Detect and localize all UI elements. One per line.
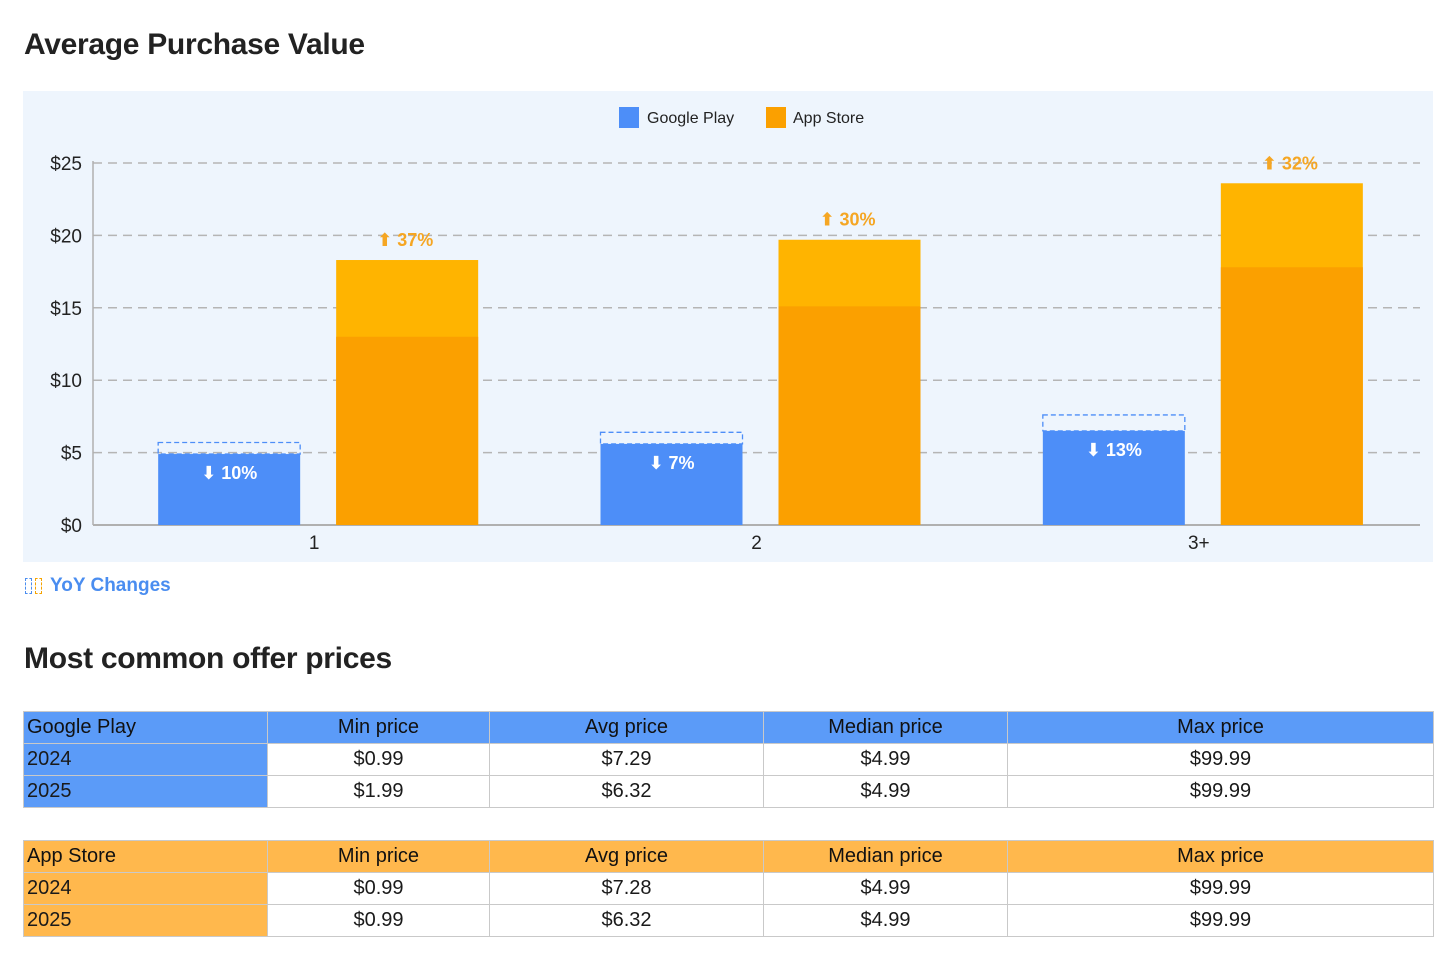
legend-swatch-app-store [766,107,786,128]
table-header-avg: Avg price [489,840,764,873]
cell-median: $4.99 [763,904,1008,937]
google-play-price-table: Google Play Min price Avg price Median p… [23,711,1434,808]
table-header-store: App Store [23,840,268,873]
cell-max: $99.99 [1007,872,1434,905]
yoy-dashed-bars-icon [24,576,44,596]
cell-avg: $6.32 [489,775,764,808]
y-tick-label: $20 [50,226,82,247]
legend-label-app-store: App Store [793,110,864,127]
row-year: 2024 [23,743,268,776]
y-tick-label: $10 [50,371,82,392]
table-header-min: Min price [267,840,490,873]
cell-min: $0.99 [267,872,490,905]
yoy-legend: YoY Changes [24,574,171,598]
row-year: 2025 [23,904,268,937]
cell-median: $4.99 [763,872,1008,905]
cell-max: $99.99 [1007,904,1434,937]
table-header-store: Google Play [23,711,268,744]
row-year: 2024 [23,872,268,905]
table-header-median: Median price [763,840,1008,873]
google-play-prev-bar [599,431,744,445]
legend-label-google-play: Google Play [647,110,734,127]
y-tick-label: $5 [61,444,82,465]
x-tick-label: 3+ [1188,533,1210,554]
app-store-yoy-label: ⬆ 37% [377,230,433,250]
google-play-yoy-label: ⬇ 7% [648,453,694,473]
y-tick-label: $15 [50,299,82,320]
app-store-prev-bar [778,306,921,525]
app-store-prev-bar [336,336,479,525]
cell-avg: $7.28 [489,872,764,905]
chart-title: Average Purchase Value [24,28,365,61]
table-header-row: App Store Min price Avg price Median pri… [23,840,1434,873]
google-play-yoy-label: ⬇ 10% [201,463,257,483]
cell-avg: $6.32 [489,904,764,937]
cell-min: $1.99 [267,775,490,808]
cell-min: $0.99 [267,743,490,776]
google-play-bar [600,443,743,525]
google-play-bar [1042,430,1185,525]
table-row: 2025 $1.99 $6.32 $4.99 $99.99 [23,775,1434,808]
bar-chart: $0 $5 $10 $15 $20 $25 ⬇ 10% ⬆ 37% 1 ⬇ 7% ⬆ 30% 2 ⬇ 1… [23,91,1433,562]
table-header-row: Google Play Min price Avg price Median p… [23,711,1434,744]
y-tick-label: $0 [61,516,82,537]
app-store-prev-bar [1220,267,1363,525]
app-store-yoy-label: ⬆ 30% [819,210,875,230]
row-year: 2025 [23,775,268,808]
cell-avg: $7.29 [489,743,764,776]
cell-max: $99.99 [1007,775,1434,808]
table-header-min: Min price [267,711,490,744]
table-header-avg: Avg price [489,711,764,744]
yoy-label: YoY Changes [50,575,171,596]
cell-min: $0.99 [267,904,490,937]
google-play-bar [158,454,301,525]
x-tick-label: 1 [309,533,320,554]
table-row: 2024 $0.99 $7.29 $4.99 $99.99 [23,743,1434,776]
x-tick-label: 2 [751,533,762,554]
table-row: 2024 $0.99 $7.28 $4.99 $99.99 [23,872,1434,905]
chart-svg: $0 $5 $10 $15 $20 $25 ⬇ 10% ⬆ 37% 1 ⬇ 7% ⬆ 30% 2 ⬇ 1… [50,107,1420,554]
google-play-yoy-label: ⬇ 13% [1086,440,1142,460]
cell-median: $4.99 [763,743,1008,776]
y-tick-label: $25 [50,154,82,175]
google-play-prev-bar [1042,414,1186,432]
table-row: 2025 $0.99 $6.32 $4.99 $99.99 [23,904,1434,937]
app-store-price-table: App Store Min price Avg price Median pri… [23,840,1434,937]
google-play-prev-bar [157,441,301,455]
table-header-max: Max price [1007,840,1434,873]
app-store-yoy-label: ⬆ 32% [1262,153,1318,173]
offers-title: Most common offer prices [24,642,392,675]
table-header-median: Median price [763,711,1008,744]
cell-max: $99.99 [1007,743,1434,776]
cell-median: $4.99 [763,775,1008,808]
legend-swatch-google-play [619,107,639,128]
table-header-max: Max price [1007,711,1434,744]
